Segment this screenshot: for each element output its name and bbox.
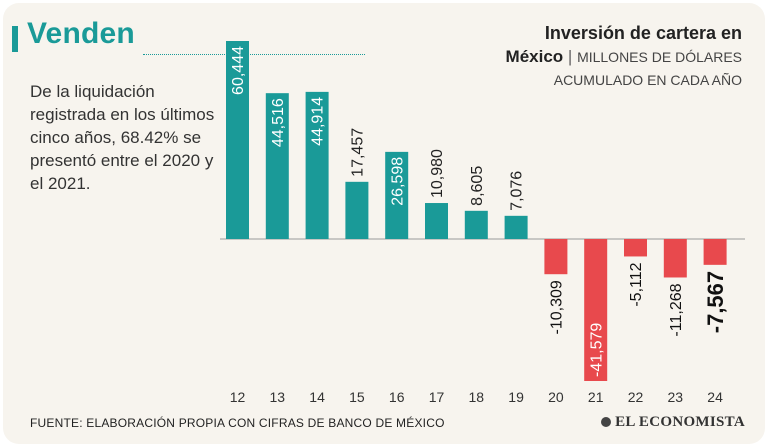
x-tick-19: 19 (508, 389, 524, 405)
data-label-12: 60,444 (230, 46, 247, 95)
summary-text: De la liquidación registrada en los últi… (30, 82, 215, 193)
x-tick-18: 18 (469, 389, 485, 405)
x-tick-14: 14 (309, 389, 325, 405)
chart-title-line2: México (505, 47, 564, 66)
x-tick-24: 24 (707, 389, 723, 405)
data-label-24: -7,567 (703, 271, 728, 333)
chart-subtitle: ACUMULADO EN CADA AÑO (553, 72, 742, 88)
bar-18 (464, 210, 488, 239)
chart-title-line2-wrap: México | MILLONES DE DÓLARES (506, 45, 742, 69)
bar-24 (703, 239, 727, 265)
bar-17 (425, 203, 448, 239)
x-tick-12: 12 (230, 389, 246, 405)
brand-name: EL ECONOMISTA (615, 414, 745, 430)
data-label-23: -11,268 (668, 283, 685, 336)
data-label-16: 26,598 (389, 157, 406, 206)
data-label-14: 44,914 (310, 97, 327, 146)
headline-accent-bar (12, 26, 18, 52)
bar-13 (265, 93, 289, 239)
bar-19 (504, 215, 528, 239)
headline-divider (143, 54, 365, 55)
infographic-card: Venden De la liquidación registrada en l… (3, 3, 765, 444)
chart-units: MILLONES DE DÓLARES (577, 49, 742, 65)
x-tick-20: 20 (548, 389, 564, 405)
title-separator: | (567, 47, 573, 66)
bar-15 (345, 181, 369, 239)
data-label-13: 44,516 (270, 98, 287, 147)
data-label-18: 8,605 (469, 166, 486, 206)
x-tick-21: 21 (588, 389, 604, 405)
bar-12 (226, 41, 249, 239)
x-tick-15: 15 (349, 389, 365, 405)
x-tick-17: 17 (429, 389, 445, 405)
brand-logo: EL ECONOMISTA (601, 414, 745, 431)
data-label-22: -5,112 (628, 262, 645, 306)
bar-16 (385, 151, 409, 239)
bar-21 (584, 239, 608, 381)
bar-23 (663, 239, 687, 278)
x-tick-23: 23 (668, 389, 684, 405)
data-label-19: 7,076 (509, 171, 526, 211)
x-tick-13: 13 (270, 389, 286, 405)
chart-title-line1: Inversión de cartera en (544, 23, 742, 43)
brand-mark-icon (601, 417, 612, 427)
x-tick-22: 22 (628, 389, 644, 405)
data-label-20: -10,309 (549, 280, 566, 334)
data-label-15: 17,457 (350, 128, 367, 177)
x-tick-16: 16 (389, 389, 405, 405)
bar-chart: 60,444 12 44,516 13 44,914 14 17,457 15 26,598 16… (220, 41, 745, 405)
bar-22 (624, 239, 647, 257)
headline: Venden (27, 17, 135, 50)
chart-title-block: Inversión de cartera en México | MILLONE… (506, 21, 742, 91)
source-note: FUENTE: ELABORACIÓN PROPIA CON CIFRAS DE… (30, 416, 445, 430)
data-label-21: -41,579 (588, 323, 605, 377)
bar-20 (544, 239, 568, 275)
bar-14 (305, 91, 329, 239)
data-label-17: 10,980 (429, 149, 446, 198)
